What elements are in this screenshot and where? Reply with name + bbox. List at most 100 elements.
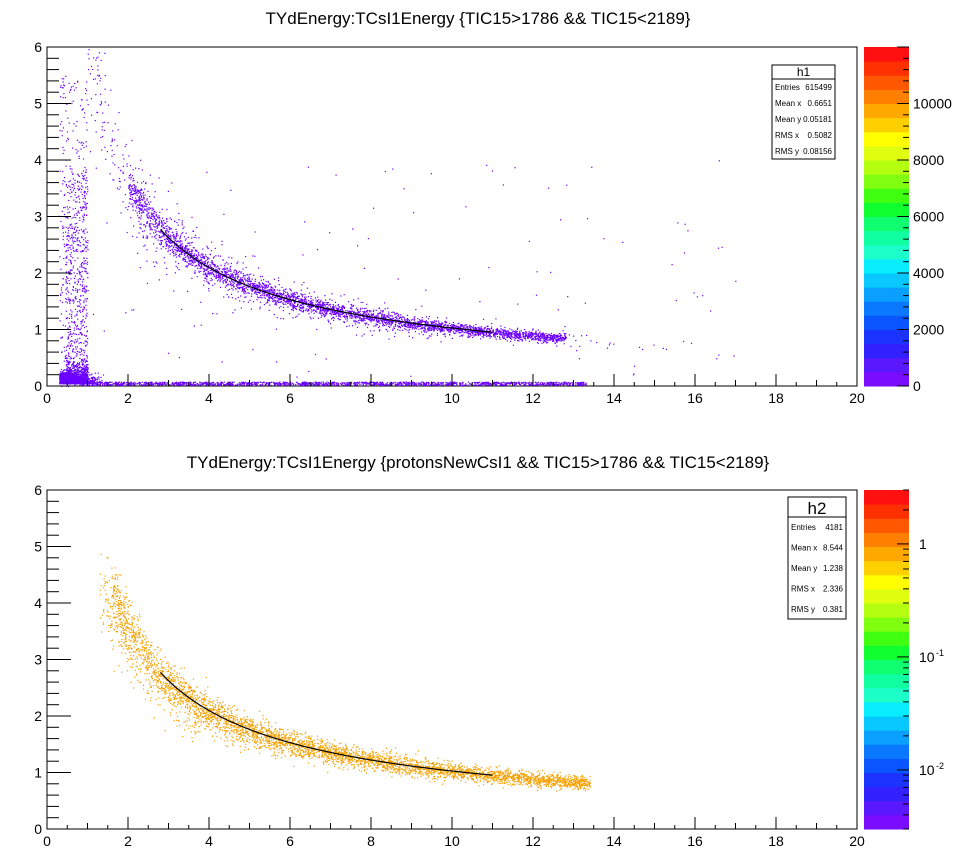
data-point — [167, 251, 169, 253]
data-point — [195, 237, 197, 239]
data-point — [435, 321, 437, 323]
data-point — [340, 309, 342, 311]
data-point — [68, 361, 70, 363]
data-point — [251, 278, 253, 280]
data-point — [349, 316, 351, 318]
data-point — [292, 303, 294, 306]
data-point — [511, 334, 513, 336]
data-point — [378, 325, 381, 327]
data-point — [539, 334, 541, 337]
data-point — [83, 200, 85, 203]
data-point — [328, 309, 330, 311]
data-point — [180, 245, 182, 247]
data-point — [68, 301, 71, 303]
data-point — [265, 287, 267, 289]
data-point — [76, 283, 79, 285]
data-point — [353, 311, 355, 314]
data-point — [82, 170, 84, 172]
data-point — [242, 288, 244, 290]
data-point — [409, 326, 412, 328]
data-point — [270, 286, 273, 288]
data-point — [259, 292, 261, 294]
data-point — [158, 243, 161, 245]
data-point — [69, 361, 71, 363]
data-point — [557, 335, 560, 337]
data-point — [224, 270, 226, 273]
data-point — [288, 294, 290, 296]
data-point — [81, 285, 83, 287]
data-point — [74, 315, 76, 317]
data-point — [179, 241, 181, 243]
data-point — [265, 290, 267, 292]
data-point — [292, 295, 294, 297]
data-point — [70, 321, 73, 323]
data-point — [135, 189, 137, 191]
data-point — [160, 243, 162, 245]
data-point — [545, 341, 547, 343]
data-point — [132, 188, 134, 190]
data-point — [284, 289, 286, 291]
data-point — [477, 333, 479, 335]
data-point — [145, 203, 147, 205]
data-point — [119, 186, 121, 188]
data-point — [74, 194, 76, 196]
data-point — [212, 313, 214, 315]
data-point — [83, 334, 86, 336]
data-point — [210, 261, 212, 264]
data-point — [69, 299, 71, 301]
data-point — [241, 279, 243, 281]
data-point — [203, 284, 205, 286]
data-point — [146, 198, 148, 200]
data-point — [216, 280, 219, 282]
data-point — [430, 325, 432, 327]
data-point — [87, 53, 89, 55]
data-point — [129, 165, 132, 167]
data-point — [425, 316, 428, 318]
data-point — [332, 306, 334, 309]
data-point — [200, 260, 203, 262]
data-point — [377, 321, 379, 323]
data-point — [556, 340, 558, 342]
data-point — [139, 190, 141, 192]
data-point — [127, 209, 129, 211]
data-point — [378, 320, 380, 322]
data-point — [224, 278, 226, 281]
data-point — [375, 309, 377, 311]
data-point — [225, 280, 227, 283]
data-point — [273, 292, 276, 294]
data-point — [404, 325, 406, 327]
data-point — [81, 173, 83, 175]
data-point — [73, 228, 75, 230]
data-point — [386, 315, 388, 317]
data-point — [510, 336, 512, 338]
data-point — [323, 311, 325, 313]
data-point — [80, 229, 82, 231]
data-point — [319, 301, 321, 303]
data-point — [197, 252, 200, 254]
data-point — [499, 333, 501, 335]
data-point — [82, 175, 84, 177]
data-point — [549, 335, 551, 337]
data-point — [389, 318, 391, 320]
data-point — [445, 322, 447, 324]
data-point — [69, 165, 71, 167]
data-point — [564, 326, 566, 328]
data-point — [546, 335, 548, 337]
data-point — [340, 311, 342, 313]
data-point — [63, 243, 65, 245]
data-point — [142, 210, 144, 212]
data-point — [434, 327, 436, 329]
data-point — [149, 220, 151, 222]
data-point — [70, 309, 72, 311]
data-point — [376, 323, 379, 326]
data-point — [186, 265, 188, 267]
data-point — [495, 333, 497, 335]
data-point — [84, 365, 86, 367]
data-point — [270, 290, 272, 292]
data-point — [427, 325, 429, 327]
data-point — [84, 248, 86, 250]
data-point — [189, 253, 191, 255]
data-point — [188, 242, 190, 244]
data-point — [85, 203, 87, 205]
data-point — [206, 264, 208, 266]
